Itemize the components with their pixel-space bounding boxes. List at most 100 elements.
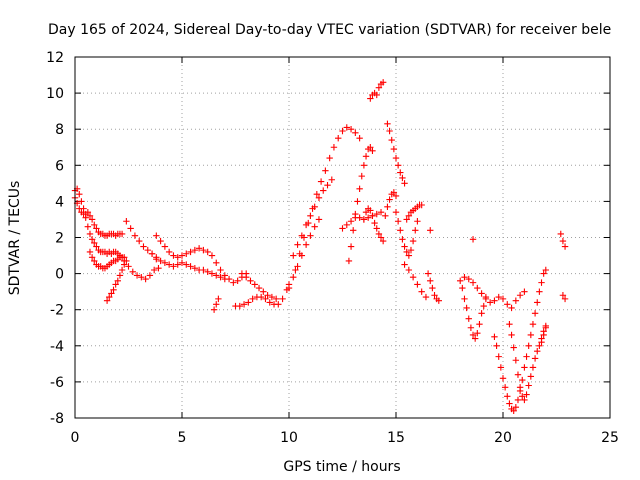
data-point xyxy=(157,257,164,265)
data-point xyxy=(352,210,359,218)
data-point xyxy=(208,270,216,277)
data-point xyxy=(144,246,151,254)
data-point xyxy=(469,236,477,243)
data-point xyxy=(506,400,513,407)
data-point xyxy=(512,297,520,304)
data-point xyxy=(525,342,532,349)
series-arc-13 xyxy=(290,176,335,259)
series-arc-01 xyxy=(71,185,126,261)
data-point xyxy=(364,214,372,221)
data-point xyxy=(127,225,134,232)
data-point xyxy=(469,279,477,286)
data-point xyxy=(131,232,139,239)
data-point xyxy=(91,257,98,265)
data-point xyxy=(427,277,434,285)
data-point xyxy=(559,237,567,245)
data-point xyxy=(195,245,203,252)
series-arc-06 xyxy=(121,257,162,283)
data-point xyxy=(501,384,509,391)
data-point xyxy=(125,263,132,270)
data-point xyxy=(557,230,564,238)
data-point xyxy=(88,254,96,261)
data-point xyxy=(315,216,323,223)
data-point xyxy=(519,376,526,384)
y-tick-label: -2 xyxy=(50,303,64,319)
data-point xyxy=(360,162,368,169)
data-point xyxy=(375,84,383,91)
data-point xyxy=(542,324,549,331)
data-point xyxy=(403,248,410,256)
data-point xyxy=(414,218,421,225)
data-point xyxy=(538,338,545,346)
data-point xyxy=(146,272,154,279)
data-point xyxy=(200,266,207,274)
data-point xyxy=(418,288,425,295)
data-point xyxy=(213,272,220,279)
data-point xyxy=(187,263,194,270)
data-point xyxy=(461,274,468,281)
data-point xyxy=(354,198,361,205)
data-point xyxy=(330,144,338,151)
series-arc-33 xyxy=(559,292,569,303)
data-point xyxy=(392,154,400,162)
data-point xyxy=(347,243,355,250)
data-point xyxy=(379,79,387,86)
data-point xyxy=(390,189,398,196)
data-point xyxy=(360,216,368,223)
series-arc-19 xyxy=(384,120,408,187)
data-point xyxy=(121,257,128,265)
data-point xyxy=(561,295,569,303)
data-point xyxy=(403,216,410,223)
data-point xyxy=(414,281,421,288)
data-point xyxy=(129,268,136,275)
data-point xyxy=(427,227,434,234)
data-point xyxy=(343,221,350,229)
data-point xyxy=(375,230,383,238)
data-point xyxy=(91,239,98,247)
series-arc-20 xyxy=(382,189,400,220)
data-point xyxy=(388,136,395,144)
data-point xyxy=(133,272,141,279)
data-point xyxy=(474,284,481,292)
series-arc-18 xyxy=(367,79,387,102)
y-tick-label: 0 xyxy=(55,267,64,283)
data-point xyxy=(534,348,541,355)
series-arc-25 xyxy=(427,227,434,234)
axis-ticks: 0 5 10 15 20 25 -8 -6 -4 -2 0 2 4 6 8 10 12 xyxy=(46,50,619,446)
data-point xyxy=(371,219,378,227)
data-point xyxy=(294,263,301,270)
series-arc-14 xyxy=(285,216,323,292)
series-arc-12 xyxy=(292,124,363,274)
data-point xyxy=(377,234,385,241)
data-point xyxy=(478,290,485,297)
data-point xyxy=(290,252,297,259)
data-points xyxy=(71,79,569,414)
data-point xyxy=(386,127,393,135)
data-point xyxy=(313,190,321,198)
y-tick-label: 10 xyxy=(46,86,64,102)
data-point xyxy=(418,201,425,209)
data-point xyxy=(148,250,156,257)
data-point xyxy=(320,187,327,194)
data-point xyxy=(93,225,100,232)
data-point xyxy=(350,227,357,234)
data-point xyxy=(405,212,413,220)
data-point xyxy=(480,302,487,310)
data-point xyxy=(510,344,517,351)
data-point xyxy=(155,264,162,272)
data-point xyxy=(510,407,517,414)
data-point xyxy=(497,364,505,371)
data-point xyxy=(272,295,280,303)
data-point xyxy=(465,315,472,322)
data-point xyxy=(516,292,524,299)
data-point xyxy=(459,284,466,292)
data-point xyxy=(215,295,222,303)
series-arc-22 xyxy=(403,201,425,223)
data-point xyxy=(392,192,400,200)
y-axis-title: SDTVAR / TECUs xyxy=(7,181,23,296)
series-arc-28 xyxy=(461,274,528,312)
data-point xyxy=(249,295,256,303)
data-point xyxy=(523,391,530,398)
data-point xyxy=(210,306,218,313)
data-point xyxy=(514,371,522,378)
